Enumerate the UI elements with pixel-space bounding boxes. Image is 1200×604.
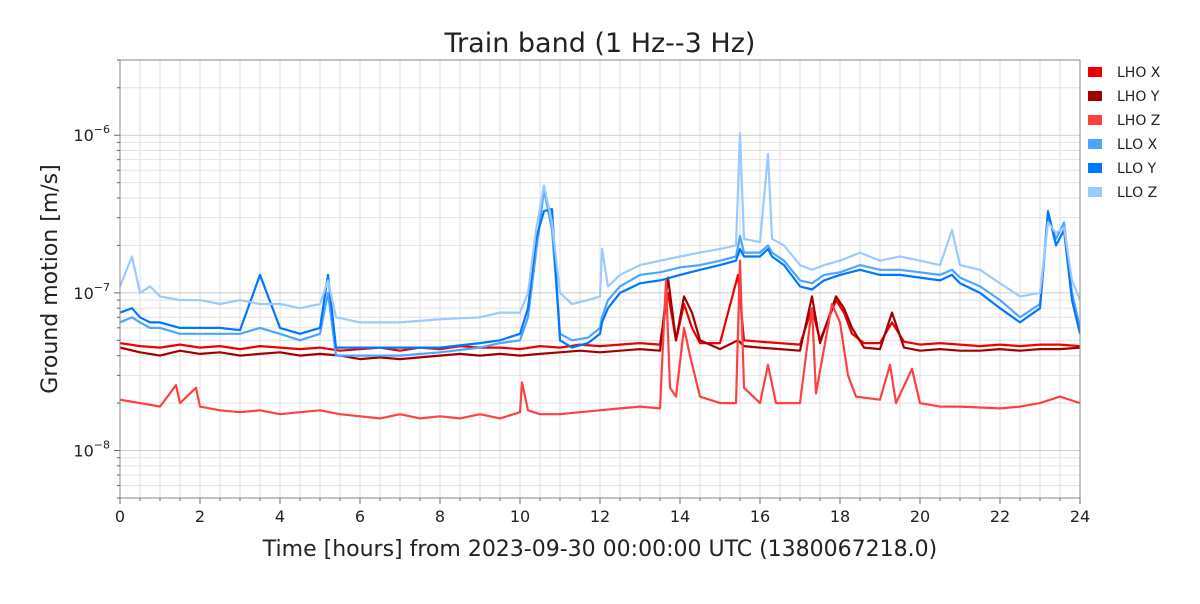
x-tick-label: 8 <box>435 507 445 526</box>
y-tick-exponent: −8 <box>94 439 110 452</box>
y-tick-base: 10 <box>73 284 93 303</box>
y-tick-label: 10−7 <box>73 281 110 303</box>
y-tick-exponent: −6 <box>94 123 110 136</box>
chart-title: Train band (1 Hz--3 Hz) <box>444 28 756 59</box>
legend-swatch <box>1088 187 1102 197</box>
legend-swatch <box>1088 91 1102 101</box>
legend-label: LHO X <box>1117 65 1161 81</box>
y-tick-exponent: −7 <box>94 281 110 294</box>
y-tick-label: 10−6 <box>73 123 110 145</box>
x-tick-label: 6 <box>355 507 365 526</box>
y-tick-base: 10 <box>73 442 93 461</box>
x-tick-label: 24 <box>1070 507 1090 526</box>
legend-label: LLO Y <box>1117 161 1157 177</box>
x-tick-label: 12 <box>590 507 610 526</box>
legend-label: LLO Z <box>1117 185 1157 201</box>
plot-area <box>120 132 1080 420</box>
x-tick-label: 20 <box>910 507 930 526</box>
series-line-llo-x <box>120 188 1080 357</box>
series-line-llo-z <box>120 132 1080 324</box>
legend-label: LHO Z <box>1117 113 1160 129</box>
x-tick-label: 4 <box>275 507 285 526</box>
x-axis-label: Time [hours] from 2023-09-30 00:00:00 UT… <box>262 537 937 562</box>
legend-label: LHO Y <box>1117 89 1160 105</box>
legend: LHO X LHO Y LHO Z LLO X LLO Y LLO Z <box>1088 65 1161 201</box>
y-tick-base: 10 <box>73 126 93 145</box>
y-tick-label: 10−8 <box>73 439 110 461</box>
legend-swatch <box>1088 163 1102 173</box>
legend-swatch <box>1088 67 1102 77</box>
x-tick-label: 16 <box>750 507 770 526</box>
series-line-lho-z <box>120 259 1080 420</box>
y-axis-label: Ground motion [m/s] <box>38 164 63 393</box>
x-tick-label: 14 <box>670 507 690 526</box>
legend-swatch <box>1088 139 1102 149</box>
x-tick-label: 10 <box>510 507 530 526</box>
legend-swatch <box>1088 115 1102 125</box>
x-tick-label: 0 <box>115 507 125 526</box>
x-tick-label: 18 <box>830 507 850 526</box>
x-tick-label: 22 <box>990 507 1010 526</box>
x-tick-label: 2 <box>195 507 205 526</box>
legend-label: LLO X <box>1117 137 1158 153</box>
series-line-llo-y <box>120 208 1080 349</box>
